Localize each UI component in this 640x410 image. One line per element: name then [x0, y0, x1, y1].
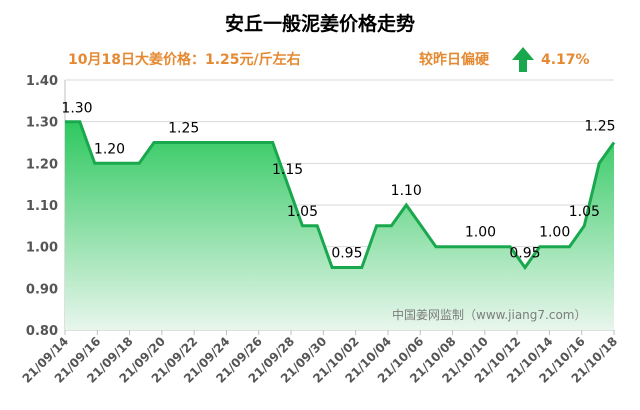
- price-series: [65, 120, 616, 330]
- data-label: 0.95: [509, 246, 540, 262]
- price-line: [65, 120, 616, 271]
- data-label: 1.05: [287, 204, 318, 220]
- change-label: 较昨日偏硬: [419, 51, 490, 68]
- data-label: 1.30: [61, 101, 92, 117]
- x-axis-ticks: 21/09/1421/09/1621/09/1821/09/2021/09/22…: [20, 330, 620, 386]
- data-label: 1.00: [539, 225, 570, 241]
- y-tick-label: 1.30: [26, 116, 58, 131]
- price-subtitle: 10月18日大姜价格：1.25元/斤左右: [68, 51, 301, 68]
- y-tick-label: 1.40: [26, 74, 58, 89]
- data-label: 1.00: [465, 225, 496, 241]
- data-label: 1.25: [584, 119, 615, 135]
- change-percent: 4.17%: [541, 52, 590, 68]
- price-area: [65, 121, 614, 330]
- y-tick-label: 1.10: [26, 199, 58, 214]
- y-tick-label: 0.80: [26, 324, 58, 339]
- data-label: 1.15: [272, 162, 303, 178]
- y-tick-label: 0.90: [26, 282, 58, 297]
- up-arrow-icon: [512, 47, 534, 72]
- watermark: 中国姜网监制（www.jiang7.com）: [392, 307, 586, 322]
- data-label: 1.25: [168, 121, 199, 137]
- data-label: 1.10: [391, 183, 422, 199]
- chart-title: 安丘一般泥姜价格走势: [225, 12, 415, 35]
- data-label: 1.05: [569, 204, 600, 220]
- data-label: 1.20: [94, 141, 125, 157]
- y-axis-ticks: 0.80 0.90 1.00 1.10 1.20 1.30 1.40: [26, 74, 58, 339]
- data-label: 0.95: [331, 246, 362, 262]
- data-labels: 1.30 1.20 1.25 1.15 1.05 0.95 1.10 1.00 0.95 1.00…: [61, 101, 615, 262]
- y-tick-label: 1.00: [26, 241, 58, 256]
- y-tick-label: 1.20: [26, 157, 58, 172]
